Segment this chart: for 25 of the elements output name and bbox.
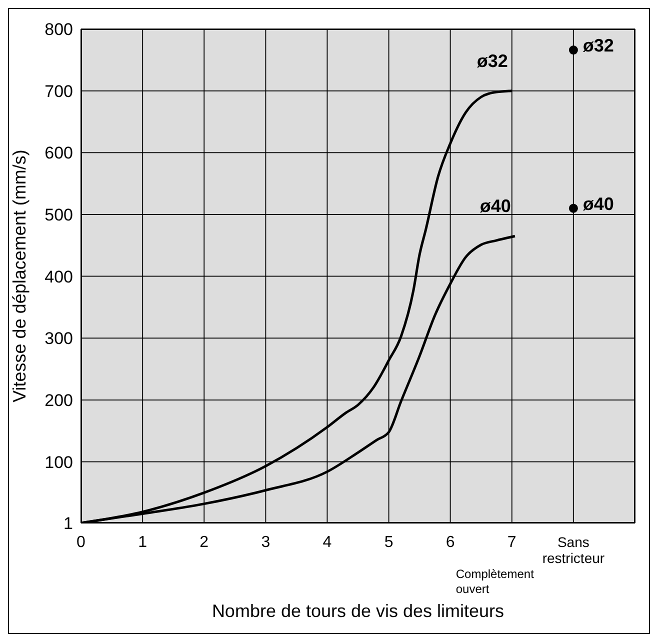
y-tick-label: 200: [44, 391, 73, 410]
x-tick-label: Sans restricteur: [542, 534, 605, 566]
y-tick-label: 100: [44, 452, 73, 472]
x-tick-label: 4: [322, 534, 332, 551]
series-label: ø40: [582, 194, 614, 214]
x-tick-label: 7: [507, 534, 516, 551]
x-axis-title: Nombre de tours de vis des limiteurs: [212, 601, 504, 621]
x-tick-label: 3: [261, 534, 270, 551]
series-label: ø32: [476, 50, 508, 71]
y-tick-label: 500: [44, 206, 73, 225]
series-label: ø40: [480, 196, 511, 216]
y-tick-label: 300: [44, 329, 73, 348]
x-tick-label: 5: [384, 534, 394, 551]
x-tick-label: 6: [446, 534, 455, 551]
y-tick-label: 700: [44, 82, 73, 101]
y-tick-label: 400: [44, 267, 73, 286]
series-label: ø32: [582, 36, 614, 56]
y-tick-label: 600: [44, 144, 73, 163]
y-tick-label: 800: [44, 20, 73, 40]
y-tick-label: 1: [64, 514, 73, 534]
x-tick-label: 2: [200, 534, 209, 551]
x-tick-label: 0: [76, 534, 86, 551]
y-axis-title: Vitesse de déplacement (mm/s): [9, 150, 30, 402]
text: Complètement ouvert: [456, 567, 535, 597]
x-tick-label: 1: [138, 534, 148, 551]
